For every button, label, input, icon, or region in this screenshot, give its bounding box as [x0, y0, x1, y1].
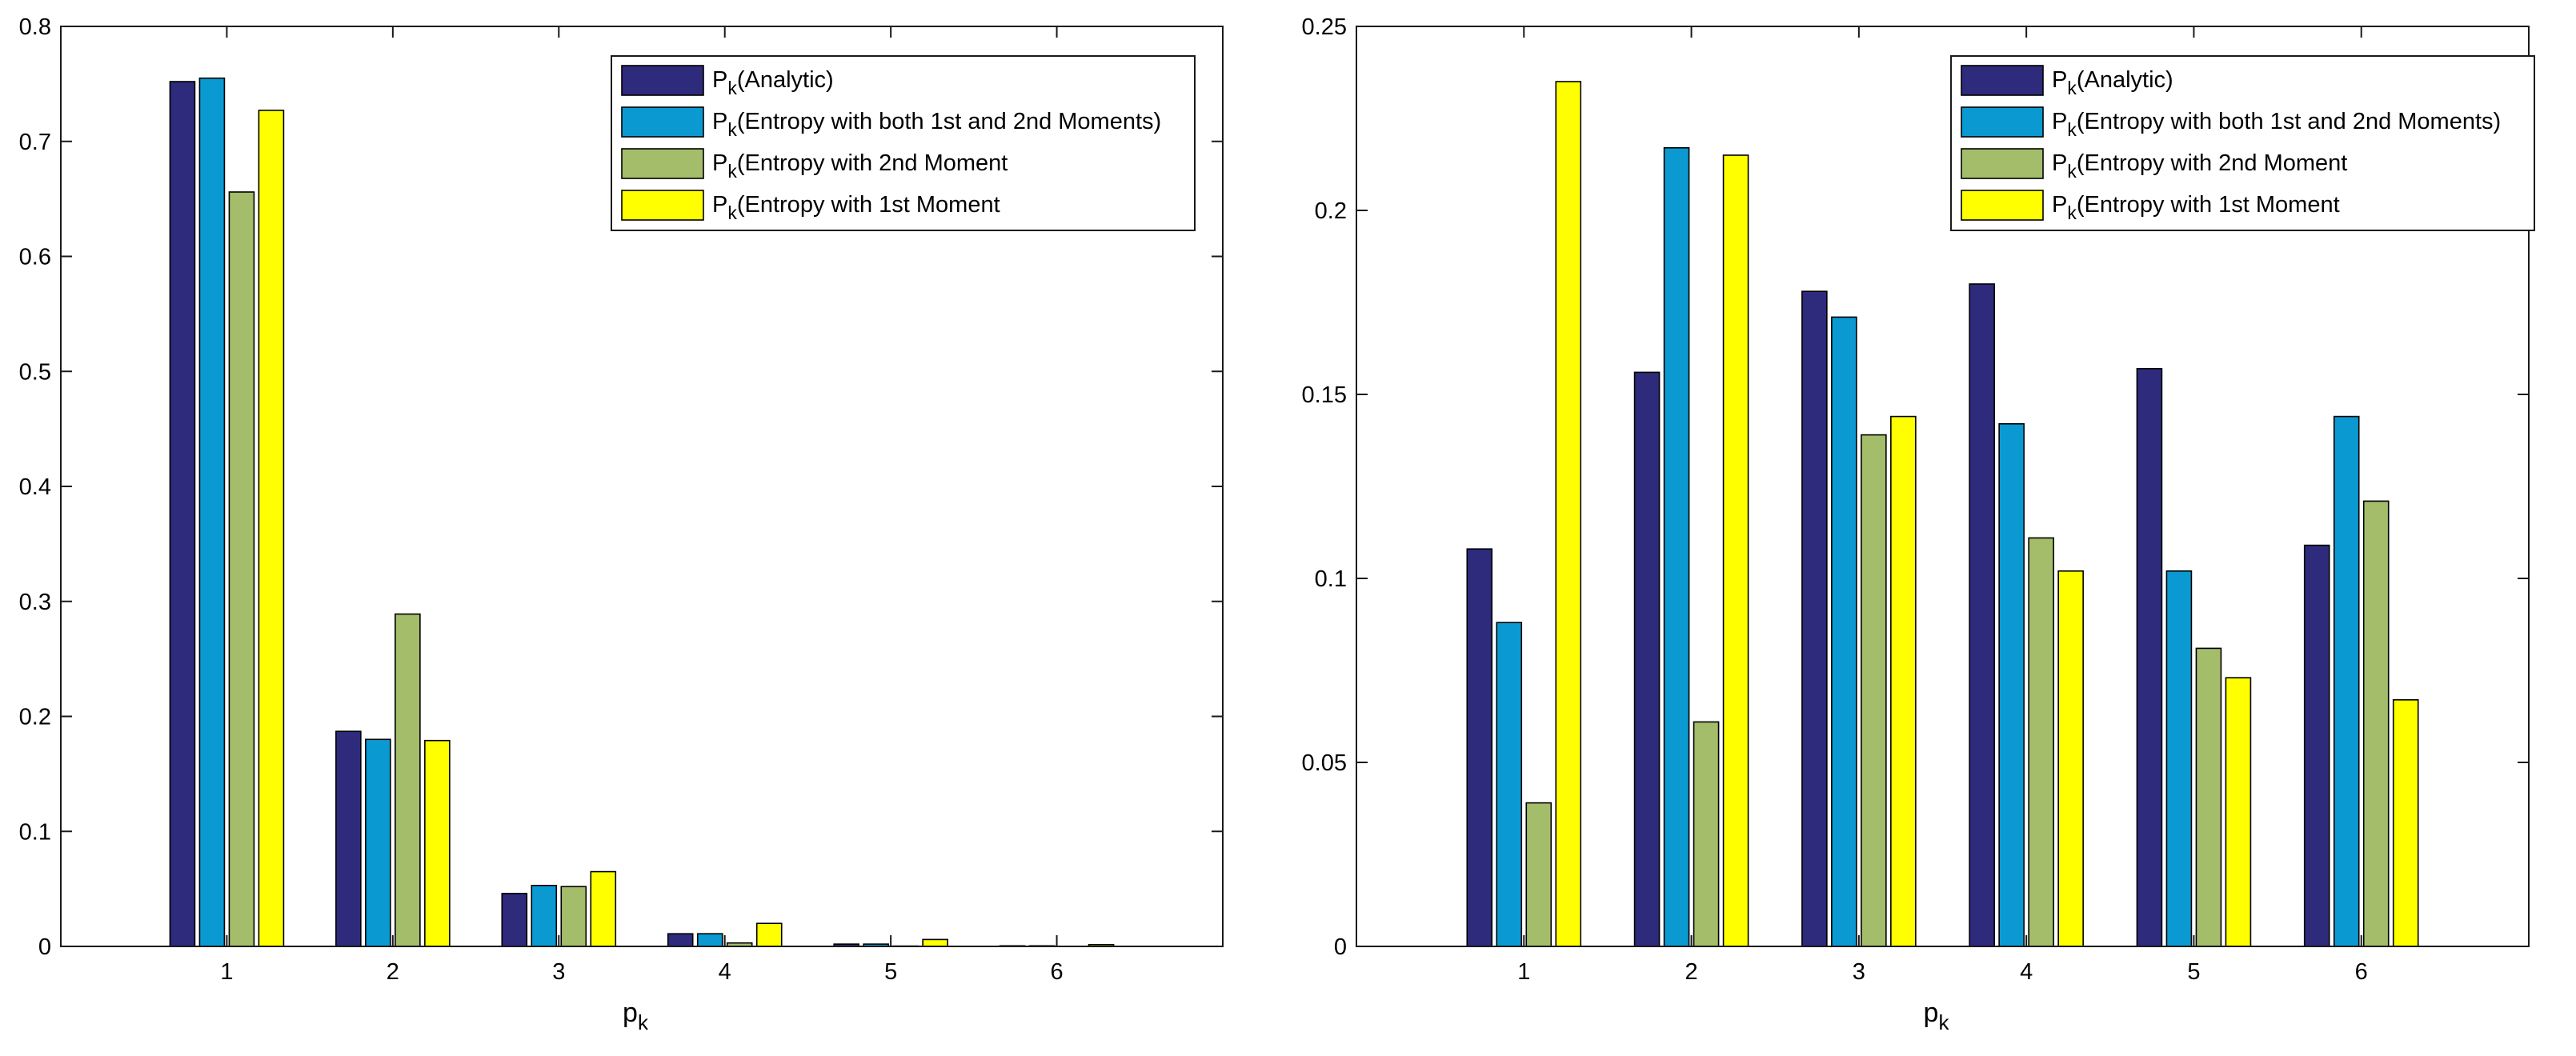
bar-both_moments-6 — [2334, 417, 2359, 946]
bar-analytic-5 — [2137, 369, 2161, 946]
x-tick-label: 1 — [220, 959, 233, 985]
bar-first_moment-1 — [1556, 82, 1580, 946]
legend-swatch-both_moments — [622, 107, 703, 137]
bar-analytic-4 — [1969, 284, 1994, 946]
bar-second_moment-4 — [2029, 538, 2053, 946]
y-tick-label: 0.6 — [19, 245, 51, 270]
bar-both_moments-3 — [1832, 317, 1857, 946]
y-tick-label: 0.2 — [19, 705, 51, 730]
bar-second_moment-3 — [1861, 435, 1886, 946]
x-tick-label: 3 — [552, 959, 565, 985]
y-tick-label: 0.3 — [19, 590, 51, 615]
y-tick-label: 0.5 — [19, 359, 51, 385]
bar-first_moment-3 — [1891, 417, 1916, 946]
x-tick-label: 3 — [1853, 959, 1865, 985]
y-tick-label: 0 — [38, 934, 51, 960]
x-axis-label: pk — [1924, 998, 1950, 1034]
y-tick-label: 0.15 — [1302, 382, 1347, 408]
bar-both_moments-2 — [366, 739, 391, 946]
bar-analytic-2 — [336, 731, 361, 946]
bar-both_moments-4 — [1999, 424, 2024, 946]
bar-analytic-6 — [2305, 546, 2330, 946]
bar-both_moments-1 — [1496, 622, 1521, 946]
x-tick-label: 5 — [884, 959, 897, 985]
y-tick-label: 0.8 — [19, 14, 51, 40]
bar-both_moments-1 — [199, 78, 224, 946]
legend-swatch-analytic — [622, 66, 703, 95]
x-tick-label: 5 — [2187, 959, 2200, 985]
bar-analytic-2 — [1635, 372, 1660, 946]
y-tick-label: 0 — [1334, 934, 1347, 960]
bar-first_moment-5 — [2225, 678, 2250, 946]
y-tick-label: 0.05 — [1302, 750, 1347, 776]
bar-second_moment-2 — [1694, 722, 1719, 946]
bar-both_moments-5 — [2166, 571, 2191, 946]
bar-second_moment-3 — [561, 886, 586, 946]
bar-analytic-4 — [668, 934, 693, 946]
legend-swatch-analytic — [1961, 66, 2043, 95]
y-tick-label: 0.25 — [1302, 14, 1347, 40]
bar-analytic-3 — [1802, 291, 1827, 946]
bar-second_moment-5 — [2196, 648, 2221, 946]
bar-analytic-1 — [1467, 549, 1492, 946]
x-tick-label: 2 — [1685, 959, 1698, 985]
x-tick-label: 2 — [387, 959, 399, 985]
legend-swatch-first_moment — [622, 190, 703, 220]
y-tick-label: 0.1 — [1315, 566, 1347, 592]
legend-swatch-second_moment — [622, 149, 703, 178]
y-tick-label: 0.4 — [19, 474, 51, 500]
bar-first_moment-5 — [923, 939, 947, 946]
y-tick-label: 0.1 — [19, 819, 51, 845]
bar-first_moment-2 — [425, 741, 450, 946]
x-tick-label: 4 — [719, 959, 731, 985]
bar-both_moments-2 — [1665, 148, 1689, 946]
bar-both_moments-4 — [698, 934, 723, 946]
bar-analytic-1 — [170, 82, 194, 946]
bar-second_moment-1 — [1526, 803, 1551, 946]
bar-first_moment-4 — [757, 923, 782, 946]
y-tick-label: 0.2 — [1315, 198, 1347, 224]
y-tick-label: 0.7 — [19, 130, 51, 155]
x-axis-label: pk — [623, 998, 649, 1034]
bar-first_moment-6 — [2394, 700, 2418, 946]
bar-second_moment-2 — [395, 614, 420, 946]
x-tick-label: 1 — [1517, 959, 1530, 985]
bar-first_moment-3 — [591, 872, 615, 946]
bar-first_moment-1 — [258, 110, 283, 946]
bar-second_moment-6 — [2364, 501, 2389, 946]
bar-analytic-3 — [502, 894, 527, 946]
bar-second_moment-1 — [229, 192, 254, 946]
x-tick-label: 6 — [2355, 959, 2368, 985]
legend-swatch-first_moment — [1961, 190, 2043, 220]
legend-swatch-second_moment — [1961, 149, 2043, 178]
bar-both_moments-3 — [531, 886, 556, 946]
x-tick-label: 6 — [1051, 959, 1064, 985]
x-tick-label: 4 — [2020, 959, 2033, 985]
bar-first_moment-2 — [1724, 155, 1749, 946]
bar-first_moment-4 — [2058, 571, 2083, 946]
legend-swatch-both_moments — [1961, 107, 2043, 137]
